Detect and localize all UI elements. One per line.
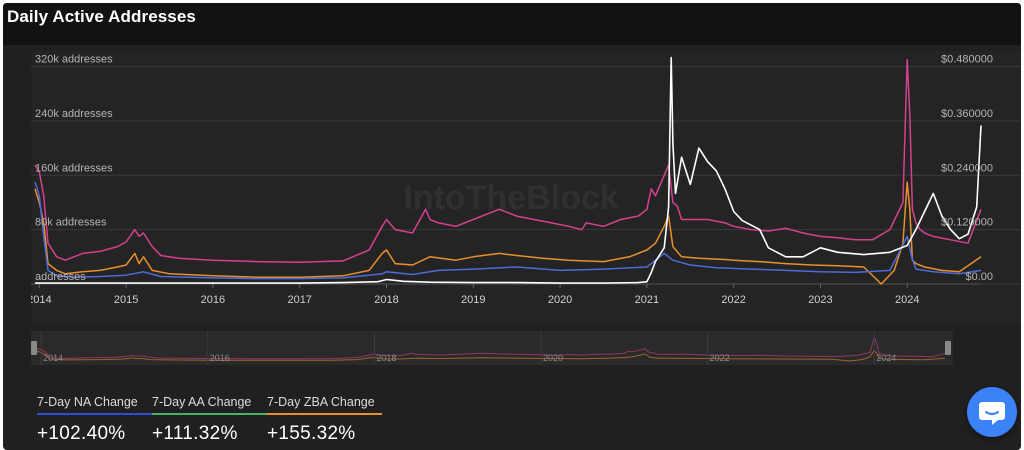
x-tick-label: 2021 bbox=[635, 294, 659, 306]
range-navigator[interactable]: 2014 2016 2018 2020 2022 2024 bbox=[31, 331, 953, 371]
stat-value: +111.32% bbox=[152, 423, 238, 444]
series-line-price bbox=[35, 56, 982, 284]
y-right-tick-label: $0.00 bbox=[965, 271, 993, 283]
navigator-left-handle[interactable] bbox=[31, 341, 37, 355]
navigator-tick-label: 2024 bbox=[876, 353, 896, 363]
x-tick-label: 2024 bbox=[895, 294, 919, 306]
y-right-tick-label: $0.120000 bbox=[941, 217, 993, 229]
page-title: Daily Active Addresses bbox=[7, 7, 196, 26]
x-tick-label: 2018 bbox=[374, 294, 398, 306]
chart-area[interactable]: IntoTheBlock 320k addresses 240k addresse… bbox=[27, 51, 1021, 323]
navigator-line-zero_balance bbox=[36, 349, 946, 362]
stat-value: +102.40% bbox=[37, 423, 126, 444]
stat-aa-change: 7-Day AA Change +111.32% bbox=[152, 395, 267, 445]
stats-row: 7-Day NA Change +102.40% 7-Day AA Change… bbox=[3, 383, 1021, 450]
navigator-tick-label: 2016 bbox=[210, 353, 230, 363]
x-tick-label: 2019 bbox=[461, 294, 485, 306]
navigator-tick-label: 2020 bbox=[543, 353, 563, 363]
navigator-tick-label: 2022 bbox=[710, 353, 730, 363]
x-tick-label: 2017 bbox=[287, 294, 311, 306]
y-left-tick-label: 320k addresses bbox=[35, 54, 113, 66]
navigator-right-handle[interactable] bbox=[945, 341, 951, 355]
chart-card: Daily Active Addresses IntoTheBlock 320k… bbox=[3, 3, 1021, 450]
navigator-line-active bbox=[36, 336, 946, 360]
y-left-tick-label: 80k addresses bbox=[35, 217, 107, 229]
stat-value: +155.32% bbox=[267, 423, 356, 444]
navigator-tick-label: 2014 bbox=[43, 353, 63, 363]
stat-color-line bbox=[152, 413, 267, 415]
stat-na-change: 7-Day NA Change +102.40% bbox=[37, 395, 152, 445]
navigator-tick-label: 2018 bbox=[376, 353, 396, 363]
stat-color-line bbox=[267, 413, 382, 415]
y-right-tick-label: $0.240000 bbox=[941, 162, 993, 174]
card-header: Daily Active Addresses bbox=[3, 3, 1021, 45]
stat-label: 7-Day NA Change bbox=[37, 395, 138, 409]
series-line-active bbox=[34, 59, 982, 264]
x-tick-label: 2022 bbox=[721, 294, 745, 306]
x-tick-label: 2016 bbox=[201, 294, 225, 306]
y-left-tick-label: addresses bbox=[35, 271, 86, 283]
x-tick-label: 2023 bbox=[808, 294, 832, 306]
chat-button[interactable] bbox=[967, 387, 1017, 437]
series-line-zero_balance bbox=[34, 181, 982, 285]
y-left-tick-label: 240k addresses bbox=[35, 108, 113, 120]
x-tick-label: 2014 bbox=[31, 294, 52, 306]
stat-label: 7-Day AA Change bbox=[152, 395, 252, 409]
stat-zba-change: 7-Day ZBA Change +155.32% bbox=[267, 395, 382, 445]
watermark-logo: IntoTheBlock bbox=[403, 179, 618, 217]
y-right-tick-label: $0.360000 bbox=[941, 108, 993, 120]
y-left-tick-label: 160k addresses bbox=[35, 162, 113, 174]
y-right-tick-label: $0.480000 bbox=[941, 54, 993, 66]
chart-svg[interactable]: IntoTheBlock 320k addresses 240k addresse… bbox=[27, 51, 1021, 323]
series-line-new bbox=[34, 181, 982, 280]
stat-label: 7-Day ZBA Change bbox=[267, 395, 375, 409]
stat-color-line bbox=[37, 413, 152, 415]
x-tick-label: 2020 bbox=[548, 294, 572, 306]
x-tick-label: 2015 bbox=[114, 294, 138, 306]
chat-bubble-icon bbox=[979, 402, 1005, 425]
